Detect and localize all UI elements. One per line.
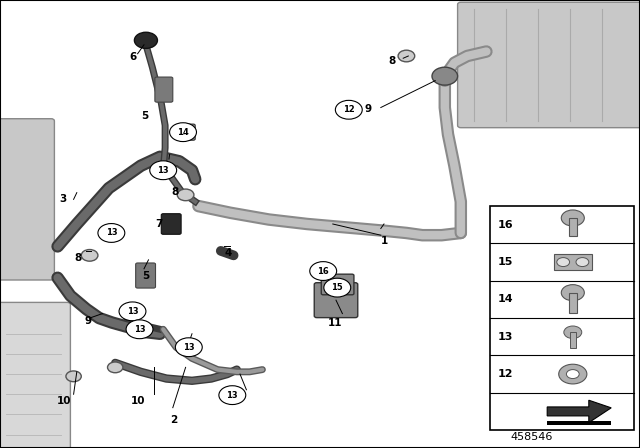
Circle shape <box>126 320 153 339</box>
Text: 9: 9 <box>84 316 92 326</box>
Polygon shape <box>547 400 611 422</box>
Circle shape <box>559 364 587 384</box>
FancyBboxPatch shape <box>0 119 54 280</box>
FancyBboxPatch shape <box>490 206 634 430</box>
Bar <box>569 293 577 313</box>
Text: 12: 12 <box>498 369 513 379</box>
Text: 9: 9 <box>364 104 372 114</box>
Text: 11: 11 <box>328 319 342 328</box>
Bar <box>570 332 576 348</box>
Circle shape <box>129 322 150 336</box>
Text: 10: 10 <box>57 396 71 406</box>
Circle shape <box>564 326 582 339</box>
Text: 3: 3 <box>59 194 67 204</box>
Circle shape <box>177 189 194 201</box>
Bar <box>547 421 611 425</box>
Circle shape <box>134 32 157 48</box>
Text: 16: 16 <box>317 267 329 276</box>
Text: 13: 13 <box>127 307 138 316</box>
Text: 13: 13 <box>227 391 238 400</box>
FancyBboxPatch shape <box>321 274 354 295</box>
FancyBboxPatch shape <box>314 283 358 318</box>
FancyBboxPatch shape <box>458 2 640 128</box>
Circle shape <box>219 386 246 405</box>
Circle shape <box>150 161 177 180</box>
Text: 7: 7 <box>155 219 163 229</box>
Circle shape <box>314 265 332 277</box>
Text: 8: 8 <box>74 253 82 263</box>
Circle shape <box>223 388 244 402</box>
FancyBboxPatch shape <box>136 263 156 288</box>
Bar <box>569 218 577 236</box>
Text: 15: 15 <box>332 283 343 292</box>
Circle shape <box>179 340 200 354</box>
Text: 10: 10 <box>131 396 145 406</box>
Circle shape <box>170 123 196 142</box>
Circle shape <box>310 262 337 280</box>
Text: 13: 13 <box>183 343 195 352</box>
Text: 8: 8 <box>172 187 179 197</box>
Circle shape <box>561 210 584 226</box>
Text: 5: 5 <box>141 111 149 121</box>
Text: 4: 4 <box>225 248 232 258</box>
Circle shape <box>398 50 415 62</box>
Circle shape <box>100 226 121 240</box>
Circle shape <box>339 103 359 117</box>
Text: 5: 5 <box>142 271 150 281</box>
Circle shape <box>557 258 570 267</box>
Text: 14: 14 <box>498 294 513 304</box>
Circle shape <box>576 258 589 267</box>
Circle shape <box>98 224 125 242</box>
FancyBboxPatch shape <box>161 214 181 234</box>
Circle shape <box>81 250 98 261</box>
Text: 8: 8 <box>388 56 396 66</box>
FancyBboxPatch shape <box>177 124 195 140</box>
Circle shape <box>153 163 173 177</box>
FancyBboxPatch shape <box>0 302 70 448</box>
Text: 12: 12 <box>343 105 355 114</box>
Bar <box>554 254 592 270</box>
Text: 13: 13 <box>157 166 169 175</box>
Text: 16: 16 <box>498 220 513 230</box>
Text: 458546: 458546 <box>510 432 552 442</box>
Circle shape <box>432 67 458 85</box>
Text: 1: 1 <box>380 236 388 246</box>
Text: 13: 13 <box>134 325 145 334</box>
Circle shape <box>175 338 202 357</box>
Circle shape <box>324 278 351 297</box>
Circle shape <box>119 302 146 321</box>
FancyBboxPatch shape <box>155 77 173 102</box>
Circle shape <box>335 100 362 119</box>
Circle shape <box>108 362 123 373</box>
Text: 13: 13 <box>106 228 117 237</box>
Text: 14: 14 <box>177 128 189 137</box>
Text: 6: 6 <box>129 52 137 62</box>
Text: 2: 2 <box>170 415 178 425</box>
Circle shape <box>121 304 141 319</box>
Circle shape <box>66 371 81 382</box>
Text: 15: 15 <box>498 257 513 267</box>
Circle shape <box>566 370 579 379</box>
Text: 13: 13 <box>498 332 513 342</box>
Circle shape <box>561 284 584 301</box>
